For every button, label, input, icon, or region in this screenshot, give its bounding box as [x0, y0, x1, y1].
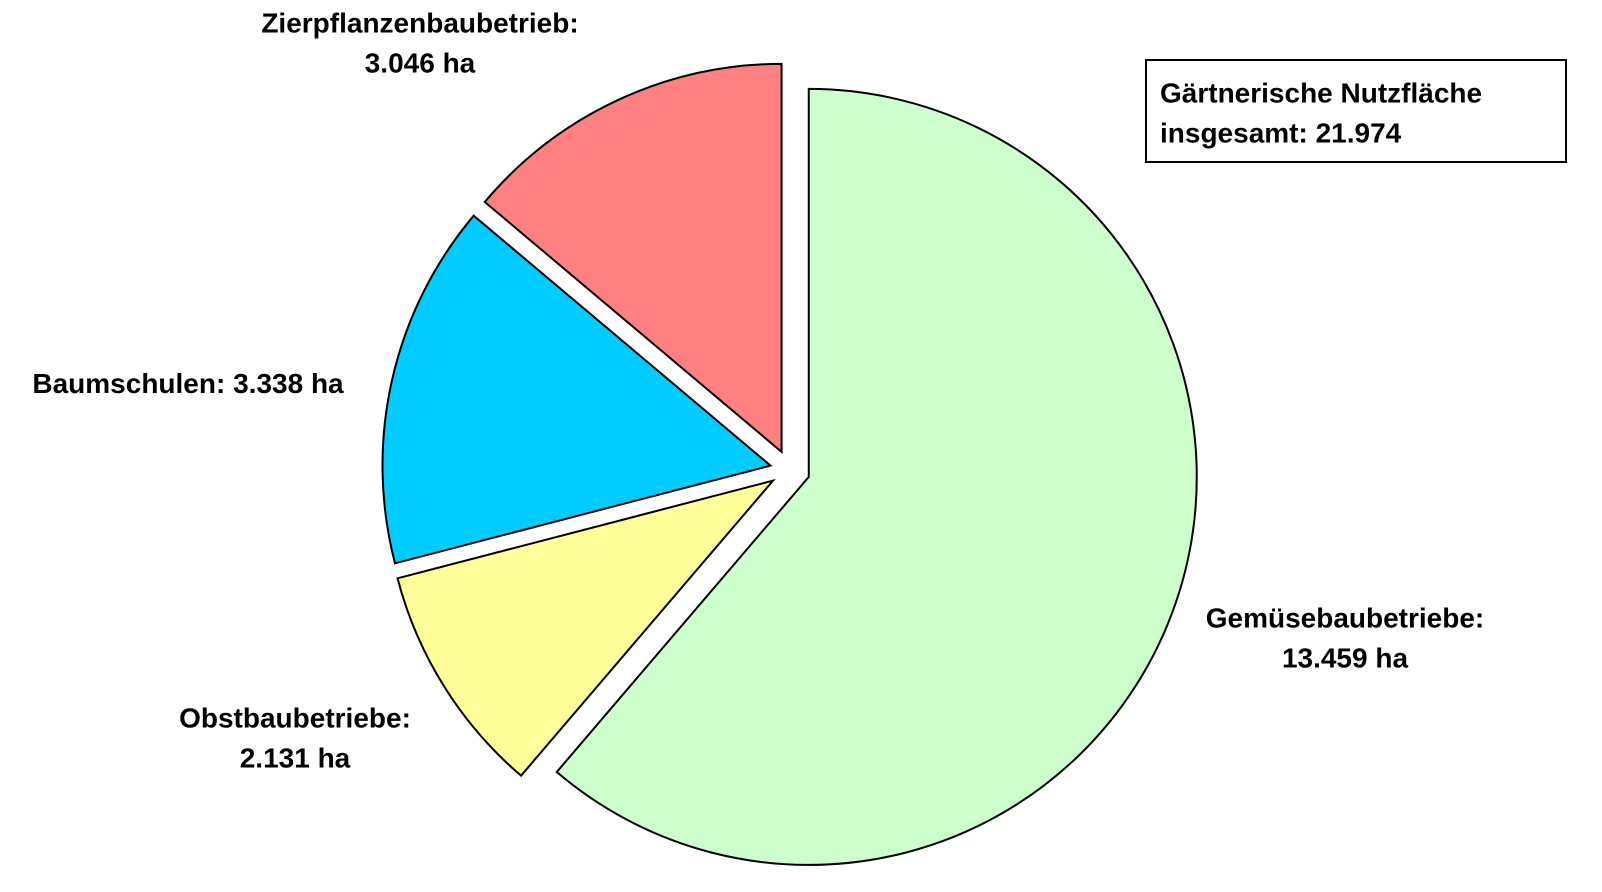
pie-slice — [483, 62, 783, 455]
slice-label: Baumschulen: 3.338 ha — [32, 368, 344, 399]
slice-label: Obstbaubetriebe: — [179, 702, 411, 733]
slice-value-label: 2.131 ha — [240, 742, 351, 773]
annotation: Gärtnerische Nutzfläche — [1160, 77, 1482, 108]
slice-value-label: 3.338 ha — [233, 368, 344, 399]
pie-slice — [555, 87, 1198, 866]
slice-label: Zierpflanzenbaubetrieb: — [261, 7, 578, 38]
pie-slice — [396, 478, 776, 778]
annotation-box — [1145, 59, 1567, 163]
slice-value-label: 3.046 ha — [365, 47, 476, 78]
slice-category: Baumschulen: — [32, 368, 225, 399]
annotation: insgesamt: 21.974 — [1160, 117, 1402, 148]
slice-value-label: 13.459 ha — [1282, 642, 1409, 673]
slice-label: Gemüsebaubetriebe: — [1206, 602, 1485, 633]
pie-slice — [381, 214, 773, 565]
